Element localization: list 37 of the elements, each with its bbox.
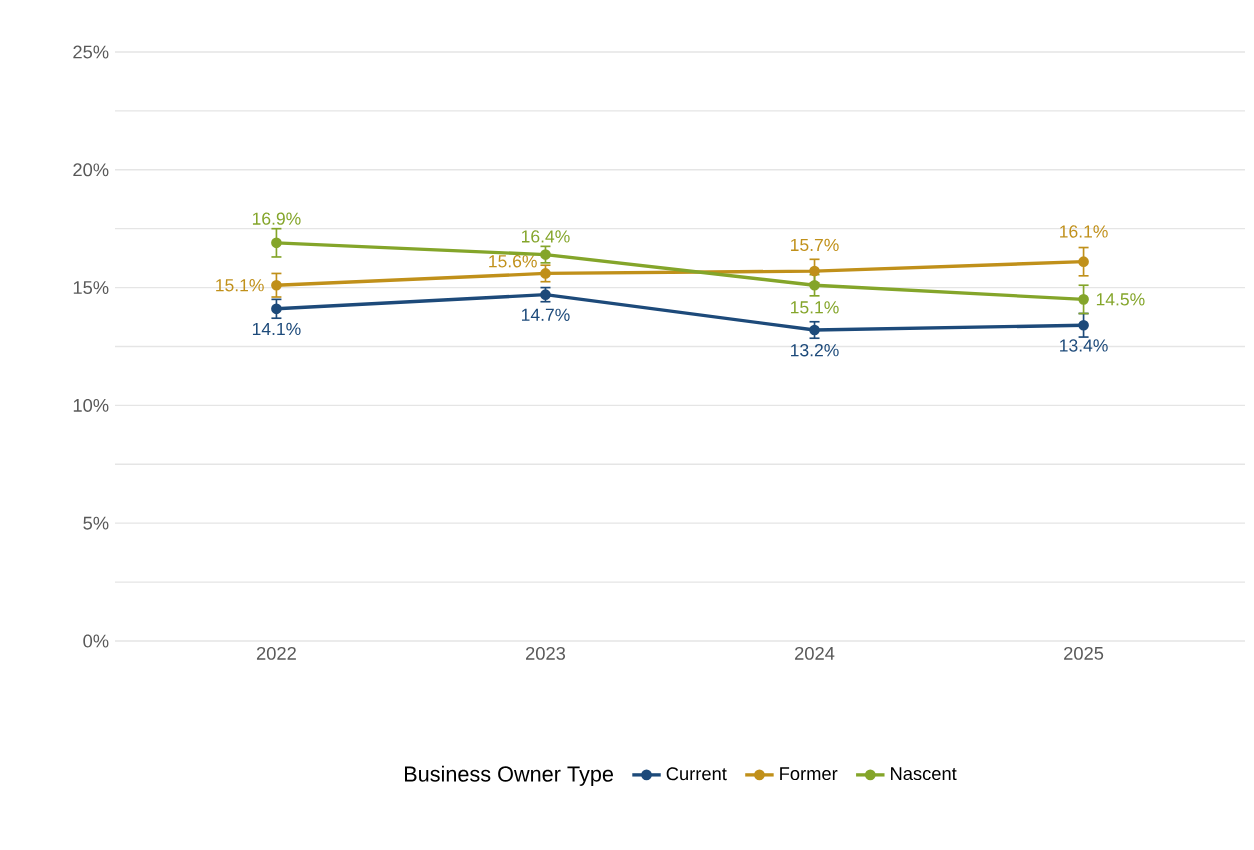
x-tick-label: 2025: [1064, 646, 1104, 660]
data-label: 16.4%: [522, 230, 570, 243]
y-tick-label: 25%: [73, 45, 109, 59]
data-label: 15.7%: [791, 238, 839, 252]
y-tick-label: 0%: [83, 634, 109, 648]
y-tick-label: 15%: [73, 281, 109, 295]
data-label: 15.6%: [489, 255, 537, 268]
point: [809, 324, 820, 336]
x-tick-label: 2022: [256, 646, 296, 660]
legend-label: Nascent: [891, 767, 957, 781]
point: [1078, 294, 1089, 305]
x-tick-label: 2023: [526, 646, 566, 660]
point: [540, 268, 551, 279]
legend-label: Former: [780, 767, 838, 781]
data-label: 14.7%: [522, 308, 570, 321]
point: [271, 279, 282, 291]
data-label: 14.1%: [252, 322, 301, 336]
data-label: 13.4%: [1060, 339, 1108, 352]
y-tick-label: 10%: [73, 398, 109, 412]
data-label: 16.9%: [252, 212, 301, 225]
legend-title: Business Owner Type: [405, 765, 613, 786]
data-label: 16.1%: [1060, 225, 1108, 238]
point: [271, 237, 282, 249]
y-tick-label: 5%: [83, 516, 109, 530]
point: [271, 303, 282, 315]
data-label: 13.2%: [791, 344, 839, 357]
data-label: 14.5%: [1096, 293, 1145, 306]
point: [540, 249, 551, 260]
data-label: 15.1%: [791, 301, 839, 314]
y-tick-label: 20%: [73, 163, 109, 177]
x-tick-label: 2024: [795, 646, 835, 660]
legend-label: Current: [666, 767, 727, 781]
point: [1078, 256, 1089, 268]
data-label: 15.1%: [216, 279, 264, 292]
point: [809, 265, 820, 277]
point: [809, 279, 820, 291]
point: [1078, 319, 1089, 331]
